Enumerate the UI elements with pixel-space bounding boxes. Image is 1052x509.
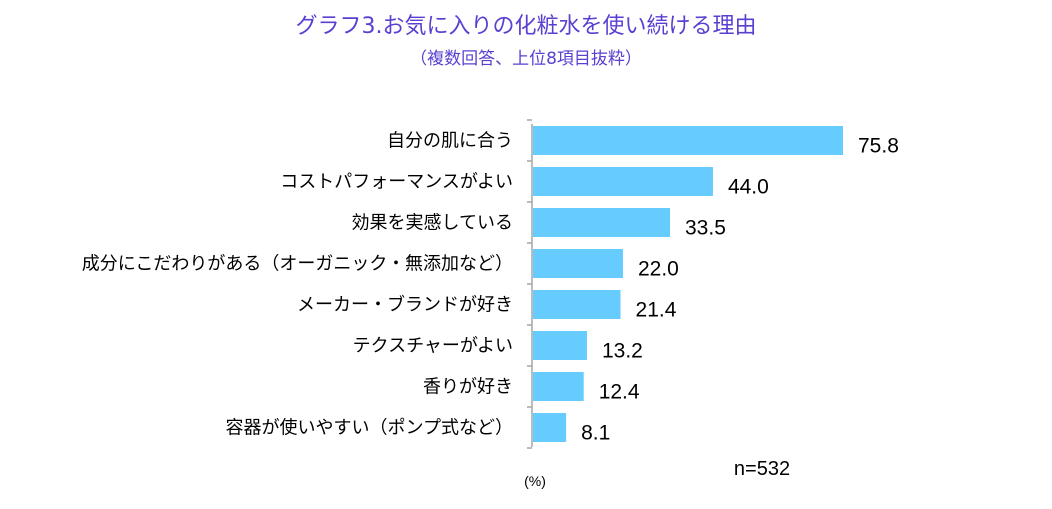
value-label: 44.0 — [728, 176, 769, 199]
category-label: 容器が使いやすい（ポンプ式など） — [226, 418, 513, 439]
value-label: 75.8 — [858, 135, 899, 158]
value-label: 22.0 — [638, 258, 679, 281]
unit-label: (%) — [524, 473, 546, 489]
bar — [533, 413, 567, 442]
category-label: 自分の肌に合う — [387, 131, 513, 152]
value-label: 13.2 — [602, 340, 643, 363]
bar — [533, 208, 671, 237]
bar — [533, 290, 621, 319]
bar — [533, 372, 584, 401]
category-label: メーカー・ブランドが好き — [297, 294, 513, 316]
value-label: 21.4 — [636, 299, 677, 322]
bar — [533, 126, 843, 155]
sample-size-note: n=532 — [734, 458, 790, 480]
category-label: コストパフォーマンスがよい — [280, 172, 513, 193]
bar — [533, 331, 587, 360]
value-label: 12.4 — [599, 381, 640, 404]
category-label: 香りが好き — [423, 377, 513, 398]
bar — [533, 167, 713, 196]
chart-title: グラフ3.お気に入りの化粧水を使い続ける理由 — [295, 14, 757, 39]
value-label: 8.1 — [581, 422, 610, 445]
bar — [533, 249, 623, 278]
chart-subtitle: （複数回答、上位8項目抜粋） — [410, 49, 642, 69]
category-label: テクスチャーがよい — [353, 336, 513, 357]
category-label: 効果を実感している — [352, 213, 513, 234]
category-label: 成分にこだわりがある（オーガニック・無添加など） — [82, 254, 513, 275]
value-label: 33.5 — [685, 217, 726, 240]
bars-group: 自分の肌に合う 75.8 コストパフォーマンスがよい 44.0 効果を実感している 33.… — [82, 119, 899, 449]
